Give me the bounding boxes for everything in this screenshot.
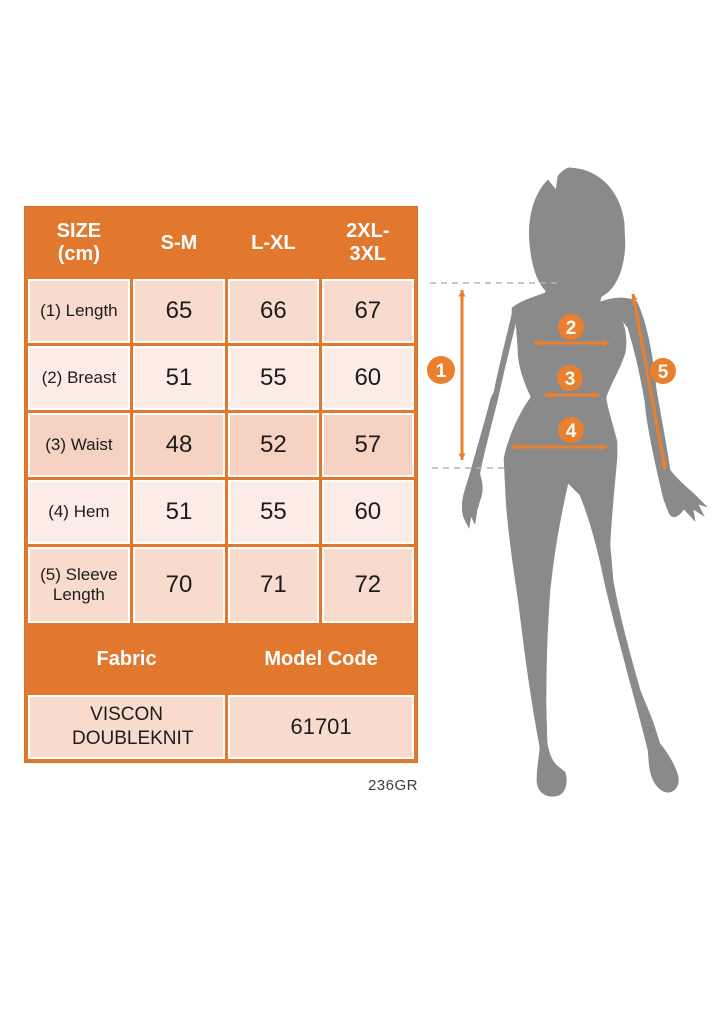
- row-label: (2) Breast: [28, 346, 130, 410]
- female-silhouette: [461, 167, 708, 797]
- badge-number: 1: [436, 361, 447, 382]
- marker-badge-1: 1: [427, 356, 455, 384]
- marker-badge-2: 2: [558, 314, 584, 340]
- value-cell: 67: [321, 279, 414, 343]
- marker-badge-3: 3: [557, 365, 583, 391]
- badge-circle: [558, 417, 584, 443]
- corner-header-cell: SIZE (cm): [28, 210, 130, 276]
- table-footer-header-row: Fabric Model Code: [28, 626, 414, 692]
- value-cell: 55: [228, 346, 319, 410]
- marker-badge-5: 5: [650, 358, 676, 384]
- value-cell: 57: [321, 413, 414, 477]
- value-cell: 60: [321, 480, 414, 544]
- measurement-diagram: 1 2 3 4 5: [427, 167, 708, 797]
- column-header-2xl3xl: 2XL-3XL: [321, 210, 414, 276]
- value-cell: 65: [132, 279, 226, 343]
- badge-circle: [558, 314, 584, 340]
- fabric-value-cell: VISCON DOUBLEKNIT: [28, 695, 226, 759]
- value-cell: 48: [132, 413, 226, 477]
- column-header-lxl: L-XL: [228, 210, 319, 276]
- badge-circle: [427, 356, 455, 384]
- size-table-header-row: SIZE (cm) S-M L-XL 2XL-3XL: [28, 210, 414, 276]
- badge-number: 4: [566, 421, 577, 442]
- badge-circle: [557, 365, 583, 391]
- value-cell: 66: [228, 279, 319, 343]
- row-label: (4) Hem: [28, 480, 130, 544]
- table-row-breast: (2) Breast 51 55 60: [28, 346, 414, 410]
- table-row-length: (1) Length 65 66 67: [28, 279, 414, 343]
- value-cell: 71: [228, 547, 319, 623]
- badge-number: 2: [566, 318, 577, 339]
- table-row-sleeve-length: (5) Sleeve Length 70 71 72: [28, 547, 414, 623]
- badge-number: 3: [565, 369, 576, 390]
- weight-note: 236GR: [367, 777, 418, 794]
- table-row-waist: (3) Waist 48 52 57: [28, 413, 414, 477]
- size-table: SIZE (cm) S-M L-XL 2XL-3XL (1) Length 65…: [24, 206, 418, 763]
- value-cell: 51: [132, 480, 226, 544]
- value-cell: 52: [228, 413, 319, 477]
- value-cell: 70: [132, 547, 226, 623]
- column-header-sm: S-M: [132, 210, 226, 276]
- value-cell: 72: [321, 547, 414, 623]
- model-code-header-cell: Model Code: [228, 626, 414, 692]
- value-cell: 55: [228, 480, 319, 544]
- row-label: (3) Waist: [28, 413, 130, 477]
- badge-circle: [650, 358, 676, 384]
- fabric-header-cell: Fabric: [28, 626, 226, 692]
- value-cell: 60: [321, 346, 414, 410]
- row-label: (5) Sleeve Length: [28, 547, 130, 623]
- table-row-hem: (4) Hem 51 55 60: [28, 480, 414, 544]
- sleeve-arrow: [630, 293, 668, 470]
- table-footer-value-row: VISCON DOUBLEKNIT 61701: [28, 695, 414, 759]
- marker-badge-4: 4: [558, 417, 584, 443]
- badge-number: 5: [658, 362, 669, 383]
- value-cell: 51: [132, 346, 226, 410]
- row-label: (1) Length: [28, 279, 130, 343]
- model-code-value-cell: 61701: [228, 695, 414, 759]
